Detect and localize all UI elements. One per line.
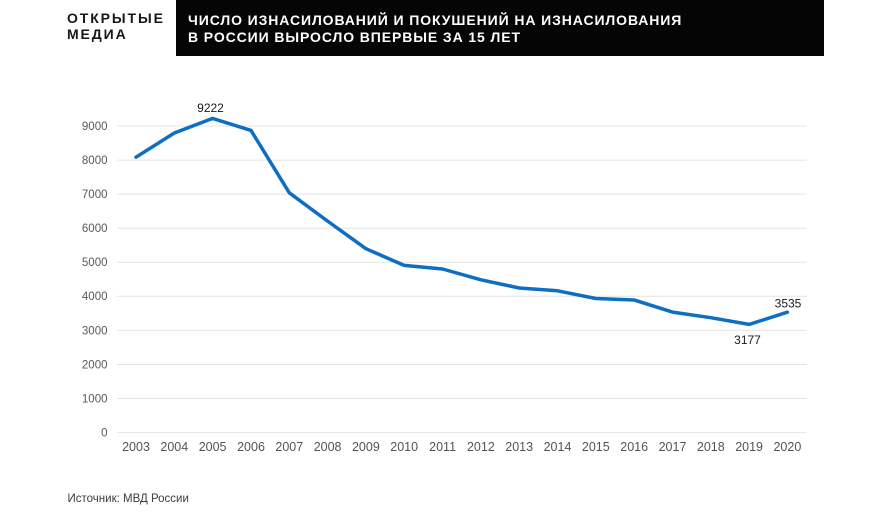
svg-text:3000: 3000 bbox=[82, 325, 108, 337]
svg-text:3177: 3177 bbox=[734, 333, 761, 347]
svg-text:9222: 9222 bbox=[197, 101, 224, 115]
svg-text:Источник: МВД России: Источник: МВД России bbox=[68, 493, 189, 505]
svg-text:2016: 2016 bbox=[620, 440, 648, 454]
svg-text:2010: 2010 bbox=[390, 440, 418, 454]
svg-text:2018: 2018 bbox=[697, 440, 725, 454]
svg-text:2014: 2014 bbox=[544, 440, 572, 454]
svg-text:2019: 2019 bbox=[735, 440, 763, 454]
svg-text:2003: 2003 bbox=[122, 440, 150, 454]
svg-text:0: 0 bbox=[101, 428, 107, 440]
svg-text:6000: 6000 bbox=[82, 223, 108, 235]
svg-text:2006: 2006 bbox=[237, 440, 265, 454]
svg-text:2005: 2005 bbox=[199, 440, 227, 454]
svg-text:2008: 2008 bbox=[314, 440, 342, 454]
svg-text:1000: 1000 bbox=[82, 393, 108, 405]
svg-text:9000: 9000 bbox=[82, 121, 108, 133]
svg-text:2013: 2013 bbox=[505, 440, 533, 454]
svg-text:2012: 2012 bbox=[467, 440, 495, 454]
svg-text:2007: 2007 bbox=[275, 440, 303, 454]
svg-text:2000: 2000 bbox=[82, 359, 108, 371]
svg-text:3535: 3535 bbox=[775, 297, 802, 311]
svg-text:2015: 2015 bbox=[582, 440, 610, 454]
svg-text:8000: 8000 bbox=[82, 155, 108, 167]
svg-text:2009: 2009 bbox=[352, 440, 380, 454]
svg-text:2011: 2011 bbox=[429, 440, 456, 454]
svg-text:2017: 2017 bbox=[659, 440, 687, 454]
svg-text:7000: 7000 bbox=[82, 189, 108, 201]
svg-text:5000: 5000 bbox=[82, 257, 108, 269]
svg-text:2020: 2020 bbox=[773, 440, 801, 454]
svg-text:2004: 2004 bbox=[160, 440, 188, 454]
svg-text:4000: 4000 bbox=[82, 291, 108, 303]
